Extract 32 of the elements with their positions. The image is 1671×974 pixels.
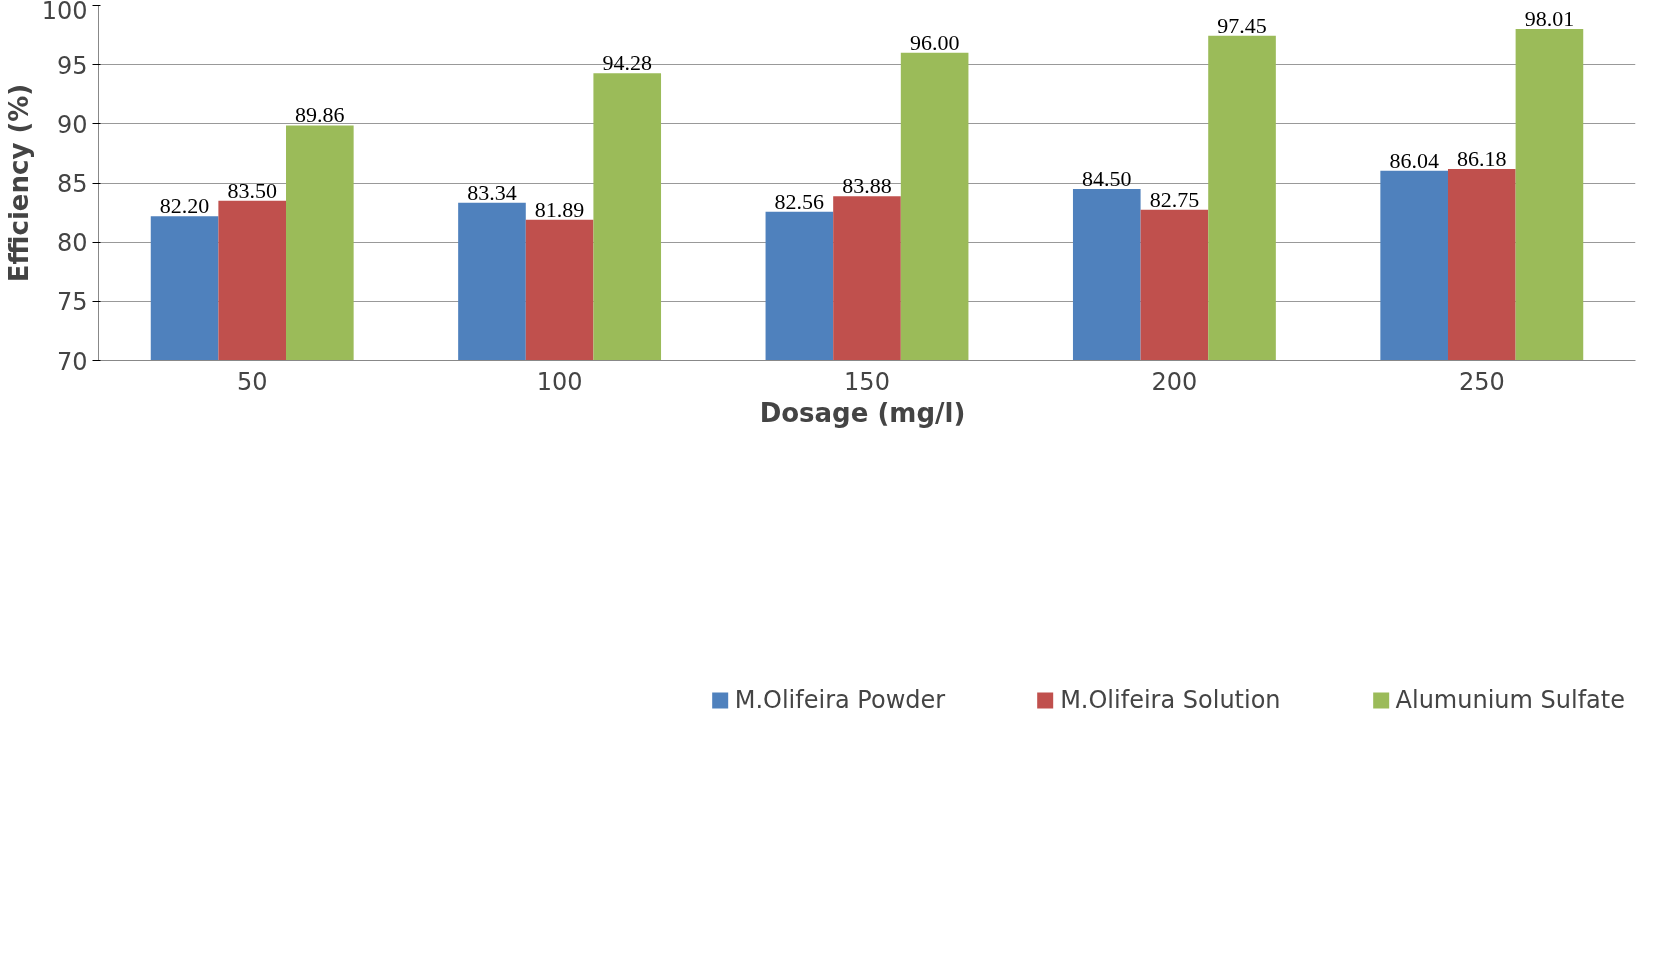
x-tick-label: 200 [1151, 367, 1198, 396]
data-label: 89.86 [295, 102, 345, 128]
data-label: 86.04 [1389, 147, 1439, 173]
data-label: 84.50 [1082, 165, 1132, 191]
data-label: 86.18 [1457, 146, 1507, 172]
data-label: 83.34 [467, 179, 517, 205]
data-label: 96.00 [909, 29, 960, 55]
legend-label: M.Olifeira Solution [1060, 686, 1281, 714]
legend-label: Alumunium Sulfate [1395, 686, 1625, 714]
y-axis-title: Efficiency (%) [3, 83, 34, 283]
x-axis-title: Dosage (mg/l) [759, 397, 966, 428]
data-label: 81.89 [534, 196, 585, 222]
data-label: 82.20 [159, 193, 210, 219]
x-tick-label: 100 [536, 367, 583, 396]
data-label: 98.01 [1524, 6, 1575, 32]
data-label: 82.56 [774, 188, 825, 214]
data-label: 82.75 [1149, 186, 1200, 212]
data-label: 83.88 [842, 173, 892, 199]
y-tick-label: 90 [56, 110, 88, 139]
x-tick-label: 50 [236, 367, 268, 396]
data-label: 94.28 [602, 50, 652, 76]
data-label: 97.45 [1217, 12, 1267, 38]
data-label: 83.50 [227, 177, 277, 203]
legend-label: M.Olifeira Powder [734, 686, 946, 714]
y-tick-label: 95 [56, 51, 88, 80]
y-tick-label: 75 [56, 288, 88, 317]
y-tick-label: 85 [56, 170, 88, 198]
y-tick-label: 100 [41, 0, 88, 25]
y-tick-label: 70 [56, 347, 88, 376]
y-tick-label: 80 [56, 229, 88, 258]
x-tick-label: 150 [844, 367, 890, 396]
x-tick-label: 250 [1458, 367, 1505, 396]
